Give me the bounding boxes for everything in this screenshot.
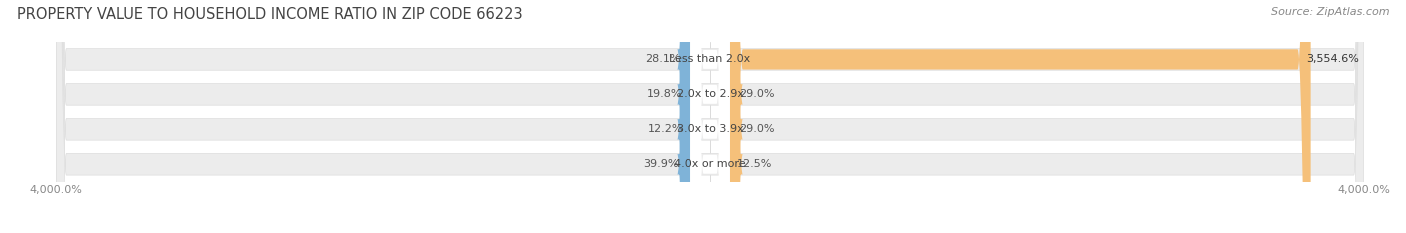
FancyBboxPatch shape (678, 0, 700, 233)
Text: 12.2%: 12.2% (648, 124, 683, 134)
Text: 19.8%: 19.8% (647, 89, 682, 99)
Text: 2.0x to 2.9x: 2.0x to 2.9x (676, 89, 744, 99)
FancyBboxPatch shape (56, 0, 1364, 233)
Text: 29.0%: 29.0% (740, 89, 775, 99)
Text: 3,554.6%: 3,554.6% (1306, 55, 1360, 64)
FancyBboxPatch shape (56, 0, 1364, 233)
Text: 29.0%: 29.0% (740, 124, 775, 134)
FancyBboxPatch shape (718, 0, 742, 233)
FancyBboxPatch shape (721, 0, 742, 233)
Legend: Without Mortgage, With Mortgage: Without Mortgage, With Mortgage (582, 230, 838, 233)
FancyBboxPatch shape (721, 0, 742, 233)
FancyBboxPatch shape (56, 0, 1364, 233)
Text: Less than 2.0x: Less than 2.0x (669, 55, 751, 64)
FancyBboxPatch shape (690, 0, 730, 233)
FancyBboxPatch shape (678, 0, 702, 233)
FancyBboxPatch shape (730, 0, 1310, 233)
FancyBboxPatch shape (678, 0, 699, 233)
Text: Source: ZipAtlas.com: Source: ZipAtlas.com (1271, 7, 1389, 17)
Text: 28.1%: 28.1% (645, 55, 681, 64)
FancyBboxPatch shape (690, 0, 730, 233)
FancyBboxPatch shape (678, 0, 697, 233)
Text: 39.9%: 39.9% (644, 159, 679, 169)
Text: 3.0x to 3.9x: 3.0x to 3.9x (676, 124, 744, 134)
Text: PROPERTY VALUE TO HOUSEHOLD INCOME RATIO IN ZIP CODE 66223: PROPERTY VALUE TO HOUSEHOLD INCOME RATIO… (17, 7, 523, 22)
FancyBboxPatch shape (690, 0, 730, 233)
Text: 4.0x or more: 4.0x or more (675, 159, 745, 169)
Text: 12.5%: 12.5% (737, 159, 772, 169)
FancyBboxPatch shape (56, 0, 1364, 233)
FancyBboxPatch shape (690, 0, 730, 233)
